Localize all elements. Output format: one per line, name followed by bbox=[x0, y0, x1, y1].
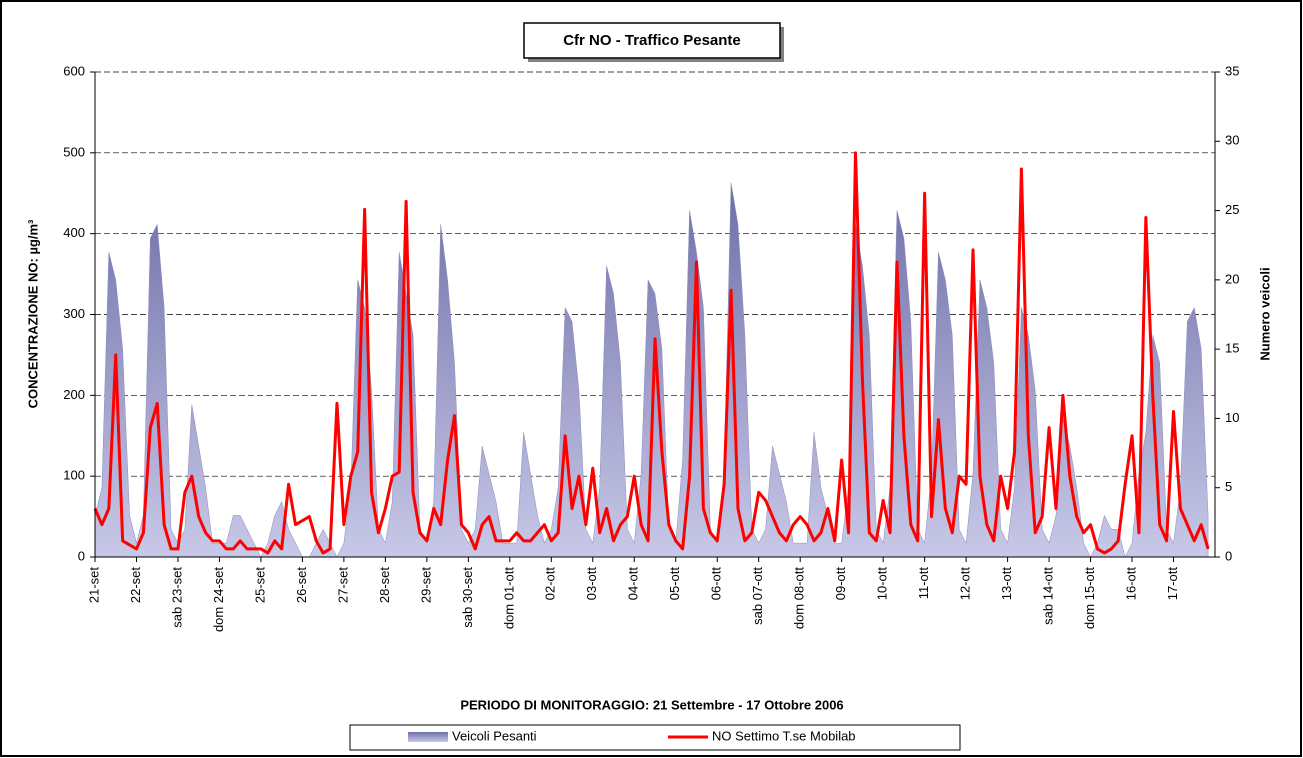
y-tick-label: 500 bbox=[63, 144, 85, 159]
y-tick-label: 0 bbox=[78, 548, 85, 563]
x-tick-label: 04-ott bbox=[626, 567, 641, 601]
x-tick-label: sab 07-ott bbox=[750, 567, 765, 625]
x-tick-label: 26-set bbox=[294, 567, 309, 604]
x-tick-label: sab 14-ott bbox=[1041, 567, 1056, 625]
y2-tick-label: 30 bbox=[1225, 133, 1239, 148]
x-tick-label: 17-ott bbox=[1165, 567, 1180, 601]
x-tick-label: 27-set bbox=[335, 567, 350, 604]
x-tick-label: dom 08-ott bbox=[792, 567, 807, 630]
x-tick-label: 12-ott bbox=[958, 567, 973, 601]
y-axis-title: CONCENTRAZIONE NO: µg/m³ bbox=[25, 219, 40, 408]
x-tick-label: 02-ott bbox=[543, 567, 558, 601]
x-tick-label: 06-ott bbox=[709, 567, 724, 601]
legend-swatch bbox=[408, 732, 448, 742]
y-tick-label: 600 bbox=[63, 63, 85, 78]
x-tick-label: dom 15-ott bbox=[1082, 567, 1097, 630]
x-tick-label: sab 23-set bbox=[169, 567, 184, 628]
x-tick-label: 22-set bbox=[128, 567, 143, 604]
y2-tick-label: 5 bbox=[1225, 479, 1232, 494]
x-tick-label: 03-ott bbox=[584, 567, 599, 601]
y-tick-label: 400 bbox=[63, 225, 85, 240]
x-tick-label: 29-set bbox=[418, 567, 433, 604]
x-axis-title: PERIODO DI MONITORAGGIO: 21 Settembre - … bbox=[460, 697, 843, 712]
chart-title: Cfr NO - Traffico Pesante bbox=[563, 32, 741, 49]
x-tick-label: 21-set bbox=[86, 567, 101, 604]
x-tick-label: dom 24-set bbox=[211, 567, 226, 632]
y2-tick-label: 25 bbox=[1225, 202, 1239, 217]
x-tick-label: 13-ott bbox=[999, 567, 1014, 601]
area bbox=[94, 182, 1209, 558]
legend-label: Veicoli Pesanti bbox=[452, 728, 537, 743]
y2-tick-label: 10 bbox=[1225, 410, 1239, 425]
y2-tick-label: 35 bbox=[1225, 63, 1239, 78]
legend-label: NO Settimo T.se Mobilab bbox=[712, 728, 856, 743]
legend-box bbox=[349, 724, 961, 751]
y-tick-label: 100 bbox=[63, 468, 85, 483]
x-tick-label: 10-ott bbox=[875, 567, 890, 601]
y2-axis-title: Numero veicoli bbox=[1257, 267, 1272, 360]
x-tick-label: 28-set bbox=[377, 567, 392, 604]
y2-tick-label: 15 bbox=[1225, 341, 1239, 356]
x-tick-label: 09-ott bbox=[833, 567, 848, 601]
y2-tick-label: 0 bbox=[1225, 548, 1232, 563]
y2-tick-label: 20 bbox=[1225, 271, 1239, 286]
x-tick-label: 05-ott bbox=[667, 567, 682, 601]
x-tick-label: dom 01-ott bbox=[501, 567, 516, 630]
y-tick-label: 200 bbox=[63, 387, 85, 402]
x-tick-label: sab 30-set bbox=[460, 567, 475, 628]
x-tick-label: 11-ott bbox=[916, 567, 931, 600]
x-tick-label: 16-ott bbox=[1123, 567, 1138, 601]
title-box bbox=[523, 22, 781, 59]
line bbox=[93, 151, 1210, 555]
y-tick-label: 300 bbox=[63, 306, 85, 321]
x-tick-label: 25-set bbox=[252, 567, 267, 604]
